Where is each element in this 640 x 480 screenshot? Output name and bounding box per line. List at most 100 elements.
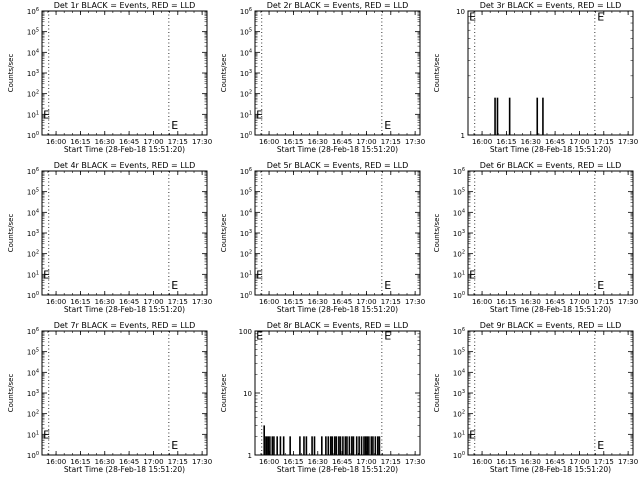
x-axis-label: Start Time (28-Feb-18 15:51:20) bbox=[277, 305, 398, 314]
x-axis-label: Start Time (28-Feb-18 15:51:20) bbox=[490, 305, 611, 314]
x-tick-label: 16:00 bbox=[472, 298, 492, 306]
event-spike bbox=[338, 436, 340, 455]
event-spike bbox=[355, 436, 358, 455]
x-tick-label: 17:15 bbox=[168, 298, 188, 306]
x-tick-label: 16:45 bbox=[332, 298, 352, 306]
e-label: E bbox=[171, 439, 178, 452]
x-tick-label: 16:00 bbox=[46, 298, 66, 306]
chart-title: Det 1r BLACK = Events, RED = LLD bbox=[54, 1, 196, 10]
y-tick-label: 100 bbox=[240, 291, 252, 300]
y-tick-label: 102 bbox=[27, 90, 39, 99]
x-tick-label: 17:30 bbox=[618, 138, 638, 146]
x-tick-label: 17:00 bbox=[143, 458, 163, 466]
e-label: E bbox=[469, 268, 476, 281]
event-spike bbox=[327, 436, 330, 455]
x-tick-label: 16:15 bbox=[283, 138, 303, 146]
x-tick-label: 16:15 bbox=[70, 138, 90, 146]
e-label: E bbox=[384, 279, 391, 292]
y-tick-label: 105 bbox=[27, 348, 39, 357]
x-tick-label: 17:30 bbox=[405, 138, 425, 146]
x-tick-label: 16:30 bbox=[95, 458, 115, 466]
y-tick-label: 100 bbox=[239, 328, 252, 336]
y-axis-label: Counts/sec bbox=[7, 54, 15, 93]
x-tick-label: 16:45 bbox=[545, 298, 565, 306]
x-tick-label: 16:15 bbox=[496, 138, 516, 146]
y-tick-label: 101 bbox=[453, 270, 465, 279]
y-tick-label: 106 bbox=[240, 167, 252, 176]
y-tick-label: 100 bbox=[240, 131, 252, 140]
detector-chart-5: Det 5r BLACK = Events, RED = LLD 16:00 16:… bbox=[220, 161, 425, 314]
y-tick-label: 106 bbox=[453, 327, 465, 336]
e-label: E bbox=[43, 428, 50, 441]
x-tick-label: 16:00 bbox=[259, 298, 279, 306]
event-spike bbox=[364, 436, 367, 455]
x-tick-label: 17:00 bbox=[569, 138, 589, 146]
y-tick-label: 106 bbox=[240, 7, 252, 16]
y-tick-label: 106 bbox=[27, 7, 39, 16]
e-label: E bbox=[256, 108, 263, 121]
x-tick-label: 17:00 bbox=[143, 138, 163, 146]
event-spike bbox=[372, 436, 374, 455]
event-spike bbox=[508, 97, 511, 135]
y-tick-label: 100 bbox=[453, 291, 465, 300]
event-spike bbox=[273, 436, 275, 455]
y-axis-label: Counts/sec bbox=[433, 54, 441, 93]
y-tick-label: 105 bbox=[240, 28, 252, 37]
y-axis-label: Counts/sec bbox=[220, 214, 228, 253]
x-tick-label: 16:15 bbox=[70, 298, 90, 306]
event-spike bbox=[311, 436, 313, 455]
event-spike bbox=[289, 436, 291, 455]
y-tick-label: 101 bbox=[240, 110, 252, 119]
e-label: E bbox=[384, 119, 391, 132]
x-tick-label: 17:15 bbox=[168, 138, 188, 146]
event-spike bbox=[378, 436, 381, 455]
event-spike bbox=[494, 97, 496, 135]
event-spike bbox=[358, 436, 360, 455]
y-tick-label: 1 bbox=[248, 452, 252, 460]
x-tick-label: 16:30 bbox=[521, 138, 541, 146]
e-label: E bbox=[256, 329, 263, 342]
y-tick-label: 100 bbox=[27, 291, 39, 300]
event-spike bbox=[542, 97, 544, 135]
plot-frame bbox=[41, 330, 208, 456]
e-label: E bbox=[171, 279, 178, 292]
detector-panel-6: Det 6r BLACK = Events, RED = LLD 16:00 16:… bbox=[426, 160, 639, 320]
x-tick-label: 16:15 bbox=[496, 458, 516, 466]
x-axis-label: Start Time (28-Feb-18 15:51:20) bbox=[277, 145, 398, 154]
x-tick-label: 16:00 bbox=[46, 138, 66, 146]
x-axis-label: Start Time (28-Feb-18 15:51:20) bbox=[490, 465, 611, 474]
chart-title: Det 6r BLACK = Events, RED = LLD bbox=[480, 161, 622, 170]
event-spike bbox=[344, 436, 347, 455]
chart-title: Det 5r BLACK = Events, RED = LLD bbox=[267, 161, 409, 170]
e-label: E bbox=[43, 108, 50, 121]
detector-chart-3: Det 3r BLACK = Events, RED = LLD 16:00 16:… bbox=[433, 1, 638, 154]
x-tick-label: 16:45 bbox=[119, 298, 139, 306]
x-tick-label: 16:45 bbox=[545, 138, 565, 146]
x-tick-label: 16:45 bbox=[119, 138, 139, 146]
event-spike bbox=[348, 436, 351, 455]
x-tick-label: 16:15 bbox=[496, 298, 516, 306]
x-tick-label: 17:30 bbox=[618, 458, 638, 466]
x-tick-label: 16:15 bbox=[283, 298, 303, 306]
y-tick-label: 106 bbox=[27, 327, 39, 336]
y-tick-label: 106 bbox=[453, 167, 465, 176]
x-tick-label: 17:30 bbox=[405, 298, 425, 306]
detector-chart-2: Det 2r BLACK = Events, RED = LLD 16:00 16:… bbox=[220, 1, 425, 154]
event-spike bbox=[299, 436, 301, 455]
event-spike bbox=[269, 436, 271, 455]
y-axis-label: Counts/sec bbox=[433, 374, 441, 413]
x-tick-label: 17:00 bbox=[356, 298, 376, 306]
y-tick-label: 100 bbox=[27, 131, 39, 140]
y-tick-label: 100 bbox=[27, 451, 39, 460]
x-tick-label: 16:00 bbox=[259, 458, 279, 466]
y-tick-label: 105 bbox=[27, 28, 39, 37]
y-tick-label: 103 bbox=[27, 69, 39, 78]
detector-panel-8: Det 8r BLACK = Events, RED = LLD 16:00 16:… bbox=[213, 320, 426, 480]
y-tick-label: 103 bbox=[453, 229, 465, 238]
detector-panel-1: Det 1r BLACK = Events, RED = LLD 16:00 16:… bbox=[0, 0, 213, 160]
y-tick-label: 105 bbox=[27, 188, 39, 197]
plot-frame bbox=[467, 330, 634, 456]
e-label: E bbox=[597, 279, 604, 292]
x-tick-label: 17:15 bbox=[381, 138, 401, 146]
